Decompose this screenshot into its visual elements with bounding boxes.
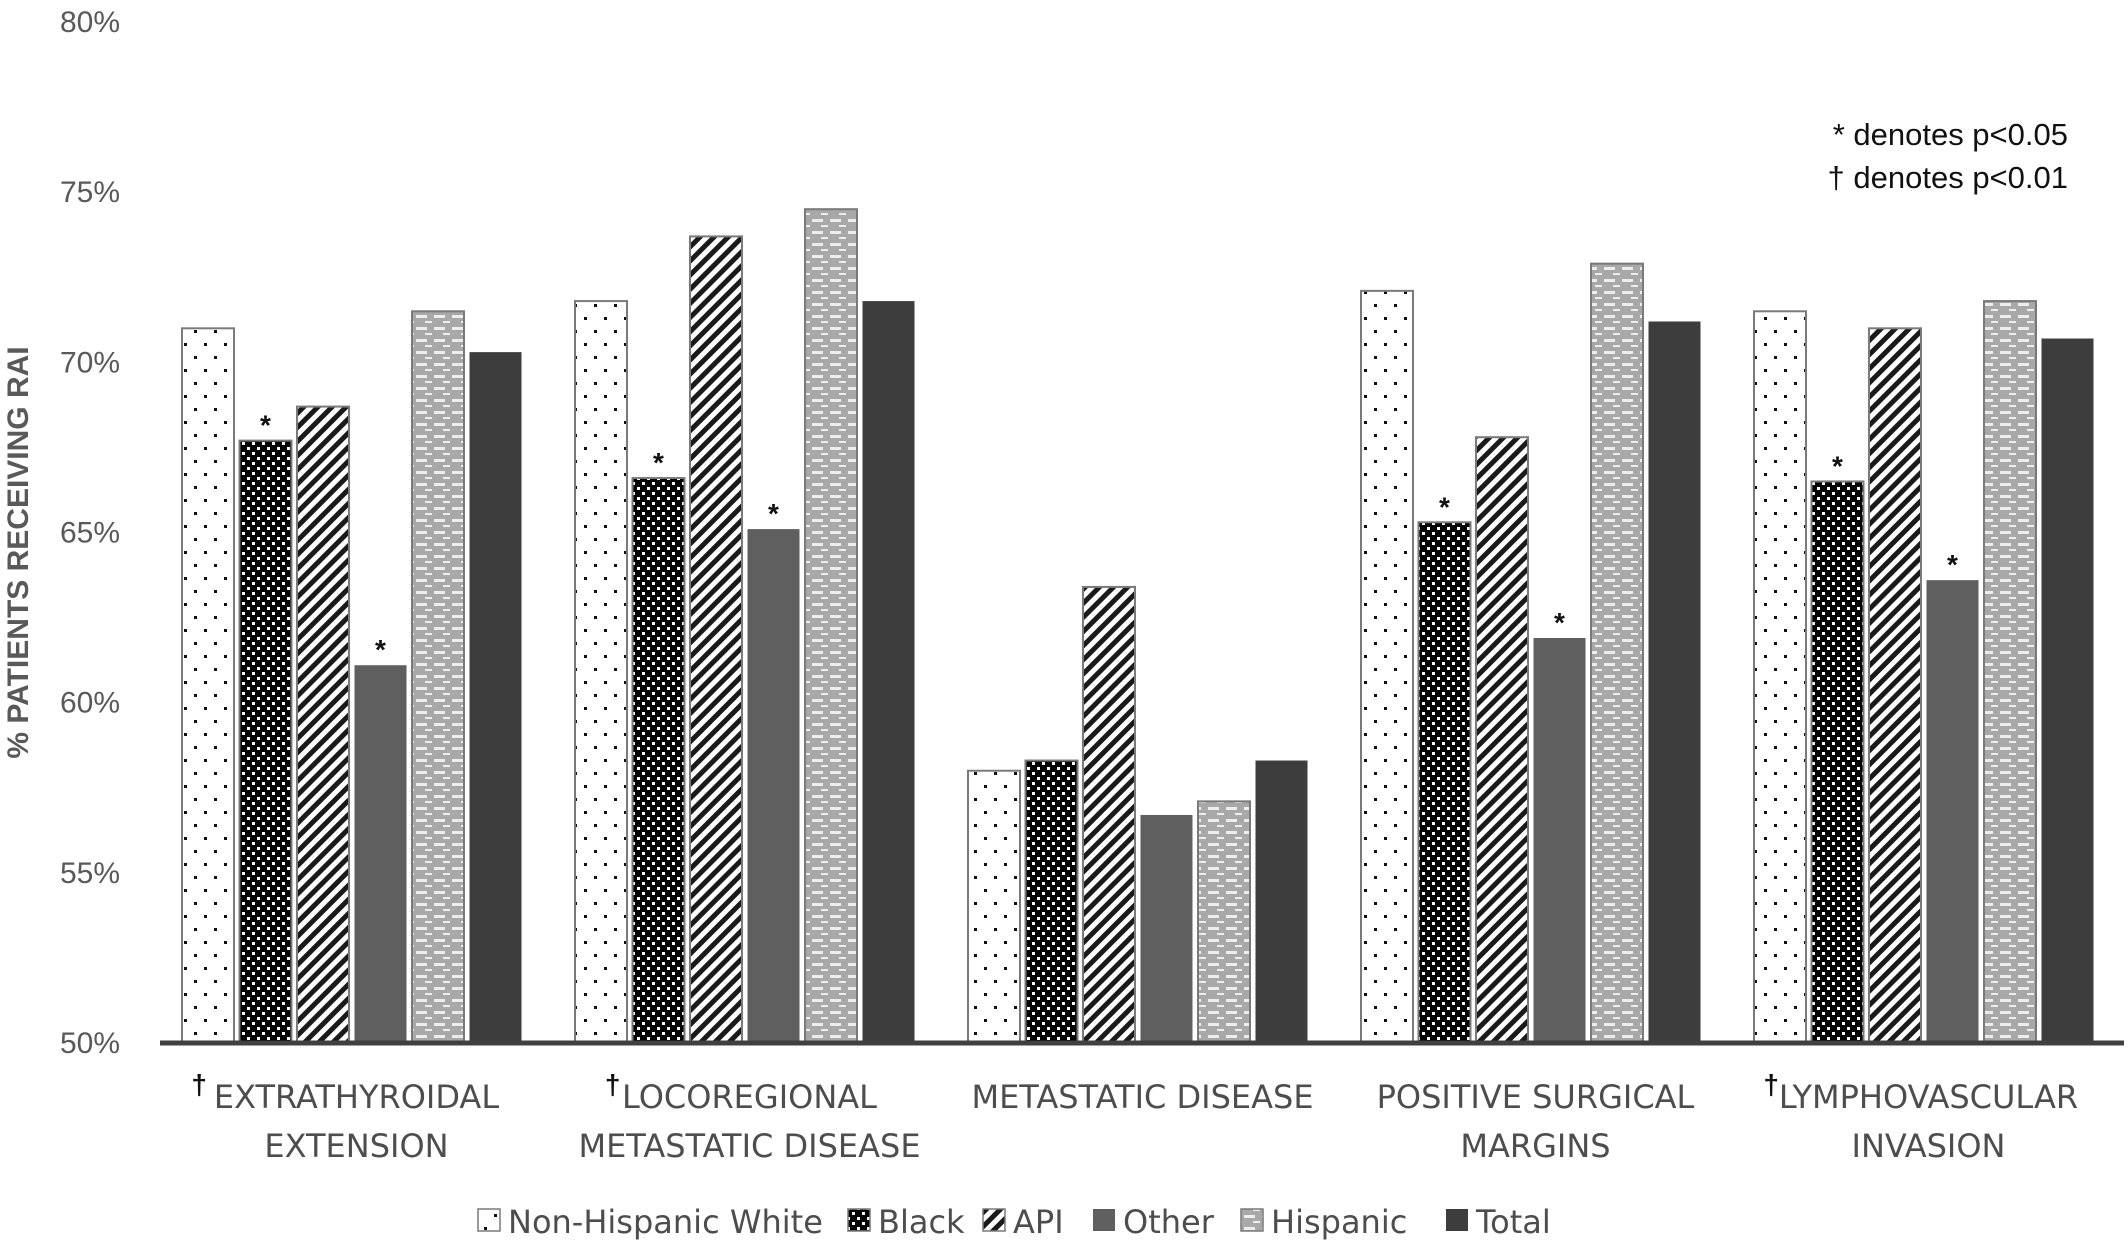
x-tick-label: MARGINS [1460,1127,1610,1165]
significance-marker: * [1947,549,1958,580]
x-axis: EXTRATHYROIDAL†EXTENSIONLOCOREGIONAL†MET… [160,1040,2124,1165]
bar [1197,800,1251,1045]
bar [354,665,407,1043]
legend-swatch [1240,1208,1264,1232]
bar [296,405,350,1044]
significance-notes: * denotes p<0.05 † denotes p<0.01 [1828,117,2068,195]
legend-label: Total [1475,1203,1551,1241]
bar [469,352,522,1044]
y-tick-label: 70% [60,346,120,379]
significance-marker: † [605,1069,621,1100]
bar [1417,521,1472,1044]
legend-swatch [847,1208,871,1232]
legend: Non-Hispanic White Black API Other Hispanic T… [477,1203,1551,1241]
legend-label: Black [878,1203,965,1241]
y-tick-label: 75% [60,176,120,209]
significance-marker: * [375,634,386,665]
bar [689,235,743,1045]
y-tick-label: 60% [60,687,120,720]
bar [1140,814,1193,1043]
legend-label: Other [1123,1203,1215,1241]
annotation-note: † denotes p<0.01 [1828,160,2068,195]
significance-marker: * [1439,491,1450,522]
bar [1983,300,2037,1045]
bar [1753,310,1807,1044]
annotation-note: * denotes p<0.05 [1833,117,2068,152]
y-tick-label: 65% [60,517,120,550]
bar [1082,585,1136,1044]
y-axis-label: % PATIENTS RECEIVING RAI [2,346,35,758]
y-tick-label: 80% [60,6,120,39]
legend-swatch [477,1208,501,1232]
bar [967,769,1021,1044]
significance-marker: * [653,447,664,478]
bar [804,208,858,1044]
x-tick-label: POSITIVE SURGICAL [1377,1078,1695,1116]
bar [238,439,293,1044]
bar [1590,262,1644,1044]
legend-swatch [1446,1209,1468,1231]
legend-label: Non-Hispanic White [508,1203,823,1241]
significance-marker: * [1554,607,1565,638]
y-tick-label: 50% [60,1027,120,1060]
x-tick-label: LOCOREGIONAL [622,1078,877,1116]
bar [1024,759,1079,1044]
bar [747,529,800,1043]
bar [1810,480,1865,1044]
significance-marker: † [191,1069,207,1100]
x-tick-label: LYMPHOVASCULAR [1779,1078,2078,1116]
significance-marker: * [768,498,779,529]
legend-label: API [1013,1203,1064,1241]
bars: * * * * * * * * [181,208,2094,1045]
bar [1533,638,1586,1043]
significance-marker: † [1763,1069,1779,1100]
significance-marker: * [1832,450,1843,481]
x-tick-label: METASTATIC DISEASE [578,1127,920,1165]
bar [862,301,915,1043]
bar [1360,289,1414,1044]
y-tick-label: 55% [60,857,120,890]
y-axis: 50% 55% 60% 65% 70% 75% 80% % PATIENTS RECEIVIN… [2,6,120,1060]
significance-marker: * [260,410,271,441]
bar [1926,580,1979,1043]
legend-swatch [1093,1209,1115,1231]
bar [411,310,465,1044]
bar [1475,436,1529,1044]
legend-label: Hispanic [1271,1203,1407,1241]
bar [1868,327,1922,1044]
bar [1255,760,1308,1043]
bar [181,327,235,1044]
x-tick-label: INVASION [1852,1127,2006,1165]
bar [1648,321,1701,1043]
x-tick-label: EXTENSION [264,1127,448,1165]
x-tick-label: METASTATIC DISEASE [971,1078,1313,1116]
x-tick-label: EXTRATHYROIDAL [214,1078,499,1116]
bar [574,300,628,1045]
bar [2041,338,2094,1043]
legend-swatch [982,1208,1006,1232]
bar [631,477,686,1044]
